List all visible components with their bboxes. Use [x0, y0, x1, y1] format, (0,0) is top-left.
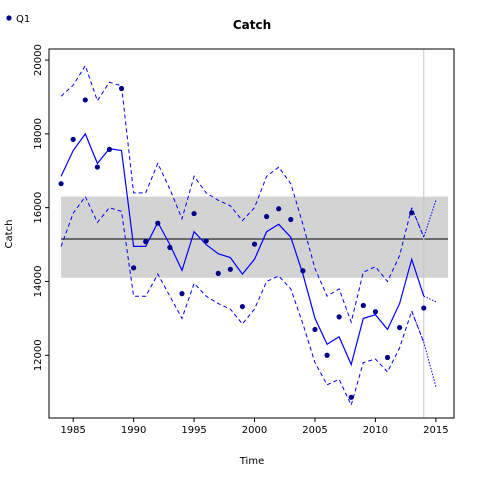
- y-axis-title: Catch: [4, 220, 15, 249]
- x-tick-label: 2015: [423, 425, 448, 436]
- forecast-lower-line: [411, 310, 437, 387]
- data-point: [58, 181, 64, 187]
- data-point: [94, 164, 100, 170]
- y-tick-label: 16000: [33, 192, 44, 224]
- data-point: [312, 326, 318, 333]
- data-point: [336, 314, 342, 320]
- data-point: [106, 146, 113, 152]
- data-point: [143, 239, 149, 245]
- y-tick-label: 12000: [33, 339, 44, 371]
- data-point: [360, 302, 366, 309]
- data-point: [82, 97, 88, 103]
- x-tick-label: 1985: [60, 425, 85, 436]
- upper-bound-line: [60, 64, 425, 324]
- data-point: [372, 309, 379, 315]
- data-point: [324, 352, 330, 358]
- chart-title: Catch: [233, 18, 271, 32]
- data-point: [227, 266, 233, 272]
- forecast-fit-line: [423, 295, 437, 303]
- y-tick-label: 14000: [33, 266, 44, 298]
- legend: Q1: [6, 14, 30, 25]
- data-point: [384, 354, 391, 361]
- x-tick-label: 2005: [302, 425, 327, 436]
- data-point: [167, 244, 173, 251]
- data-point: [348, 394, 354, 400]
- data-point: [70, 136, 76, 143]
- data-point: [421, 305, 427, 311]
- data-point: [179, 291, 185, 297]
- fit-line: [60, 132, 425, 367]
- x-tick-label: 1995: [181, 425, 206, 436]
- data-point: [155, 220, 161, 226]
- legend-marker: [6, 15, 12, 21]
- data-point: [276, 206, 282, 212]
- legend-label-q1: Q1: [16, 14, 30, 25]
- x-tick-label: 1990: [121, 425, 146, 436]
- data-point: [239, 303, 246, 310]
- data-point: [409, 210, 415, 216]
- data-point: [396, 324, 403, 331]
- data-point: [215, 270, 221, 276]
- data-point: [131, 265, 137, 271]
- x-tick-label: 2000: [242, 425, 267, 436]
- x-axis-title: Time: [239, 456, 264, 467]
- data-point: [300, 268, 306, 274]
- y-tick-label: 18000: [33, 118, 44, 150]
- x-tick-label: 2010: [363, 425, 388, 436]
- data-point: [203, 238, 209, 244]
- y-tick-label: 20000: [33, 44, 44, 76]
- data-point: [264, 213, 270, 220]
- data-point: [191, 210, 197, 217]
- reference-band: [61, 196, 448, 278]
- data-point: [251, 241, 258, 247]
- plot-frame: [48, 48, 455, 419]
- lower-bound-line: [60, 195, 425, 407]
- forecast-upper-line: [411, 200, 437, 239]
- data-point: [118, 85, 125, 92]
- data-point: [288, 216, 294, 223]
